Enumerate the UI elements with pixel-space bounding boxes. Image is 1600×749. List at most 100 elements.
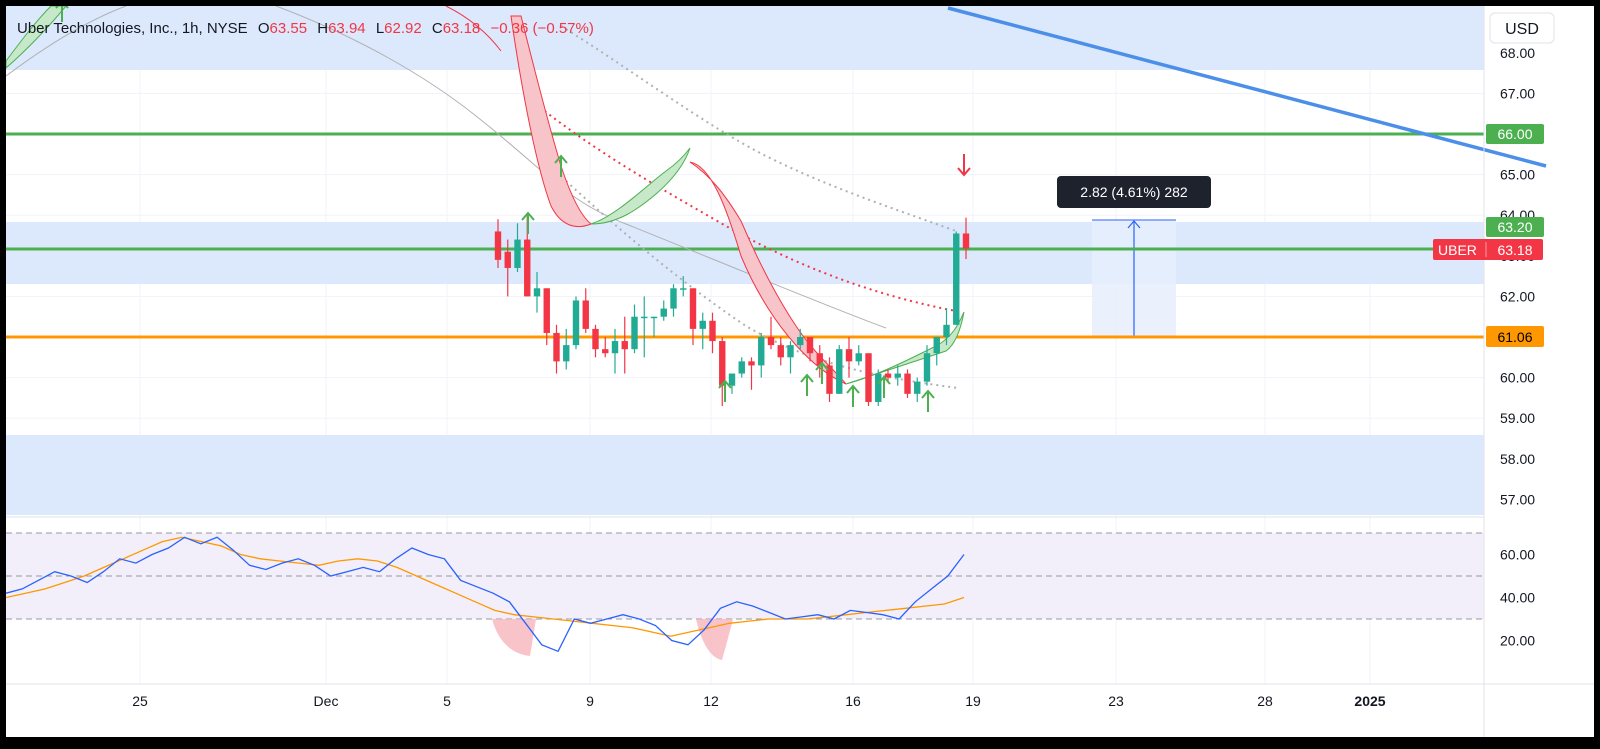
open-key: O	[258, 20, 270, 37]
candle	[728, 373, 736, 394]
price-tick: 58.00	[1500, 451, 1535, 467]
candle	[504, 239, 511, 297]
rsi-ma-line	[6, 536, 965, 637]
buy-arrow-icon	[718, 379, 732, 402]
candle	[621, 316, 628, 374]
low-value: 62.92	[384, 20, 422, 37]
measure-tooltip: 2.82 (4.61%) 282	[1057, 176, 1211, 208]
rsi-oversold-fill-1	[492, 619, 536, 656]
buy-arrow-icon	[846, 384, 860, 407]
candle	[514, 223, 521, 273]
candle	[933, 337, 940, 366]
candle	[816, 345, 823, 378]
badge-63-20-text: 63.20	[1497, 219, 1532, 235]
candle	[553, 324, 560, 374]
candle	[855, 345, 862, 366]
low-key: L	[376, 20, 384, 37]
time-tick: 19	[965, 693, 981, 709]
currency-button[interactable]: USD	[1489, 12, 1555, 44]
candle	[758, 332, 765, 378]
candle	[806, 337, 814, 362]
high-key: H	[317, 20, 328, 37]
candle	[767, 316, 775, 350]
candle	[699, 312, 706, 350]
price-tick: 67.00	[1500, 85, 1535, 101]
candle	[923, 345, 931, 386]
candle	[650, 316, 658, 337]
candle	[670, 284, 677, 317]
candle	[709, 312, 716, 354]
candle	[962, 217, 970, 260]
candle	[914, 377, 921, 402]
upper-dotted-curve	[560, 25, 957, 232]
red-dotted-curve	[525, 95, 957, 312]
red-line-top	[445, 6, 502, 52]
candle	[953, 231, 960, 325]
time-tick: 23	[1108, 693, 1124, 709]
chart-title: Uber Technologies, Inc., 1h, NYSE	[17, 20, 248, 37]
ribbon-green-1	[590, 147, 691, 225]
zone-bottom	[6, 435, 1484, 515]
candle	[865, 353, 872, 407]
time-tick: 16	[845, 693, 861, 709]
ribbon-green-2	[845, 311, 965, 385]
candle	[943, 308, 950, 346]
price-tick: 59.00	[1500, 410, 1535, 426]
candle	[533, 272, 541, 313]
time-axis[interactable]: 25 Dec 5 9 12 16 19 23 28 2025	[132, 693, 1386, 709]
sell-arrow-icon	[957, 154, 971, 177]
chart-frame: 68.0067.0066.0065.0064.0063.0062.0061.00…	[6, 6, 1594, 737]
close-value: 63.18	[443, 20, 481, 37]
rsi-line	[6, 536, 965, 653]
candle	[543, 288, 550, 346]
gray-curve-top-left	[6, 6, 127, 77]
currency-label: USD	[1505, 21, 1539, 38]
candle	[787, 341, 794, 374]
candle	[884, 369, 892, 382]
candle	[680, 276, 687, 297]
time-tick: 9	[586, 693, 594, 709]
rsi-tick: 40.00	[1500, 590, 1535, 606]
rsi-axis[interactable]: 60.00 40.00 20.00	[1500, 547, 1535, 649]
buy-arrow-icon	[554, 154, 568, 177]
candle	[845, 337, 853, 378]
time-tick: 2025	[1354, 693, 1385, 709]
candle	[592, 324, 599, 358]
candle	[777, 337, 784, 366]
candle	[894, 365, 901, 386]
measure-label: 2.82 (4.61%) 282	[1080, 184, 1188, 200]
candle	[719, 337, 726, 407]
buy-arrow-icon	[921, 389, 935, 412]
candle	[836, 345, 843, 394]
buy-arrow-icon	[55, 6, 69, 22]
candle	[904, 369, 911, 398]
price-tick: 57.00	[1500, 491, 1535, 507]
price-tick: 62.00	[1500, 288, 1535, 304]
candle	[572, 296, 580, 350]
high-value: 63.94	[328, 20, 366, 37]
uber-chart[interactable]: 68.0067.0066.0065.0064.0063.0062.0061.00…	[6, 6, 1594, 737]
trendline[interactable]	[947, 6, 1547, 168]
candle	[660, 300, 667, 321]
candle	[494, 219, 502, 268]
signal-arrows	[55, 6, 971, 412]
buy-arrow-icon	[815, 361, 829, 384]
candle	[611, 328, 619, 374]
price-axis[interactable]: 68.0067.0066.0065.0064.0063.0062.0061.00…	[1500, 45, 1535, 508]
measure-arrow-head	[1127, 220, 1141, 229]
candle	[826, 357, 833, 402]
buy-arrow-icon	[521, 211, 535, 234]
rsi-tick: 60.00	[1500, 547, 1535, 563]
candles	[494, 215, 970, 407]
badge-61-06-text: 61.06	[1497, 329, 1532, 345]
candle	[641, 296, 648, 358]
badge-uber-63-18[interactable]: UBER 63.18	[1433, 239, 1543, 260]
badge-61-06: 61.06	[1486, 326, 1544, 347]
price-tick: 68.00	[1500, 45, 1535, 61]
open-value: 63.55	[270, 20, 308, 37]
candle	[748, 357, 755, 390]
candle	[563, 328, 570, 370]
candle	[602, 337, 609, 358]
price-tick: 60.00	[1500, 370, 1535, 386]
rsi-oversold-fill-2	[696, 619, 733, 660]
